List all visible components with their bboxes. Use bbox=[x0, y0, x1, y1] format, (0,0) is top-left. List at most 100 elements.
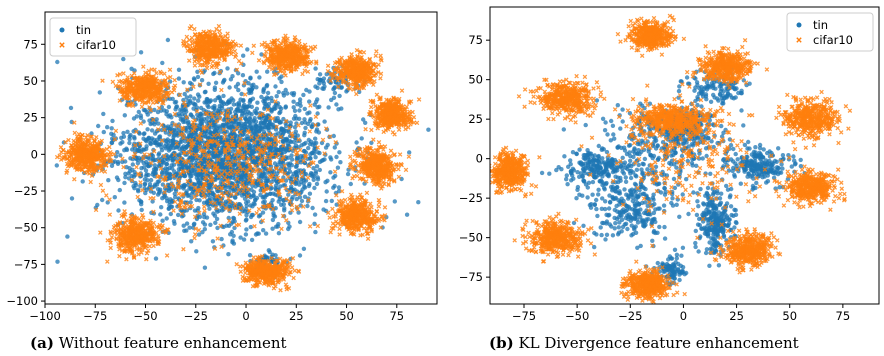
tin-point bbox=[302, 130, 307, 135]
cifar10-point bbox=[411, 114, 417, 120]
tin-point bbox=[171, 157, 176, 162]
tin-point bbox=[328, 170, 333, 175]
tin-point bbox=[163, 166, 168, 171]
tin-point bbox=[281, 202, 286, 207]
tin-point bbox=[121, 134, 127, 139]
tin-point bbox=[123, 171, 128, 176]
tin-point bbox=[258, 121, 264, 126]
tin-point bbox=[130, 167, 135, 172]
tin-point bbox=[262, 199, 267, 204]
tin-point bbox=[270, 226, 275, 231]
tin-point bbox=[236, 71, 241, 76]
tin-point bbox=[127, 136, 132, 142]
cifar10-point bbox=[374, 49, 379, 54]
tin-point bbox=[160, 218, 165, 223]
tin-point bbox=[131, 116, 137, 121]
tin-point bbox=[174, 128, 179, 133]
tin-point bbox=[278, 129, 284, 134]
tin-point bbox=[196, 98, 201, 103]
tin-point bbox=[254, 111, 259, 116]
tin-point bbox=[232, 219, 237, 224]
tin-point bbox=[281, 90, 286, 96]
tin-point bbox=[142, 181, 148, 186]
tin-point bbox=[212, 213, 218, 218]
tin-point bbox=[291, 105, 296, 110]
tin-point bbox=[176, 76, 182, 81]
tin-point bbox=[261, 228, 266, 233]
tin-point bbox=[311, 177, 316, 182]
tin-point bbox=[329, 157, 334, 162]
tin-point bbox=[334, 102, 339, 107]
tin-point bbox=[174, 132, 179, 137]
tin-point bbox=[301, 92, 306, 98]
tin-point bbox=[112, 195, 118, 200]
tin-point bbox=[277, 76, 282, 81]
cifar10-point bbox=[250, 50, 255, 56]
tin-point bbox=[305, 121, 311, 127]
tin-point bbox=[163, 130, 168, 135]
tin-point bbox=[188, 186, 194, 192]
tin-point bbox=[276, 221, 281, 227]
tin-point bbox=[116, 177, 121, 183]
tin-point bbox=[312, 221, 317, 226]
tin-point bbox=[234, 102, 240, 107]
tin-point bbox=[305, 111, 310, 116]
tin-point bbox=[291, 99, 296, 104]
tin-point bbox=[302, 117, 307, 122]
tin-point bbox=[209, 143, 215, 148]
tin-point bbox=[315, 85, 320, 91]
cifar10-point bbox=[373, 53, 379, 59]
tin-point bbox=[153, 256, 159, 261]
tin-point bbox=[196, 232, 202, 237]
tin-point bbox=[194, 161, 199, 166]
tin-point bbox=[334, 154, 339, 160]
tin-point bbox=[106, 178, 111, 183]
tin-point bbox=[115, 161, 121, 166]
tin-point bbox=[155, 192, 161, 197]
tin-point bbox=[297, 182, 302, 187]
tin-point bbox=[183, 139, 188, 144]
tin-point bbox=[139, 207, 144, 213]
tin-point bbox=[292, 108, 298, 114]
tin-point bbox=[284, 136, 289, 141]
tin-point bbox=[182, 119, 188, 124]
tin-point bbox=[202, 90, 208, 95]
tin-point bbox=[236, 87, 241, 93]
tin-point bbox=[172, 191, 177, 196]
tin-point bbox=[194, 132, 199, 137]
cifar10-point bbox=[217, 28, 222, 34]
cifar10-point bbox=[251, 43, 257, 49]
tin-point bbox=[156, 179, 162, 184]
tin-point bbox=[301, 246, 307, 251]
tin-point bbox=[392, 199, 397, 204]
tin-point bbox=[55, 59, 60, 65]
tin-point bbox=[241, 53, 246, 58]
tin-point bbox=[238, 235, 243, 240]
cifar10-point bbox=[309, 59, 314, 65]
tin-point bbox=[188, 94, 193, 99]
tin-point bbox=[354, 140, 359, 145]
tin-point bbox=[294, 196, 299, 202]
tin-point bbox=[164, 216, 169, 221]
tin-point bbox=[205, 103, 210, 108]
tin-point bbox=[315, 177, 321, 182]
tin-point bbox=[244, 227, 249, 232]
tin-point bbox=[144, 159, 149, 165]
tin-point bbox=[135, 160, 141, 166]
tin-point bbox=[166, 143, 171, 149]
tin-point bbox=[188, 200, 193, 205]
tin-point bbox=[257, 128, 262, 134]
tin-point bbox=[139, 199, 144, 205]
tin-point bbox=[339, 106, 344, 111]
tin-point bbox=[198, 105, 204, 111]
tin-point bbox=[293, 192, 298, 197]
tin-point bbox=[298, 203, 303, 208]
tin-point bbox=[101, 111, 106, 117]
tin-point bbox=[117, 187, 123, 193]
tin-point bbox=[309, 124, 314, 129]
series-cifar10 bbox=[54, 23, 422, 293]
tin-point bbox=[256, 231, 261, 236]
tin-point bbox=[167, 113, 173, 118]
tin-point bbox=[426, 127, 431, 132]
tin-point bbox=[159, 205, 164, 210]
